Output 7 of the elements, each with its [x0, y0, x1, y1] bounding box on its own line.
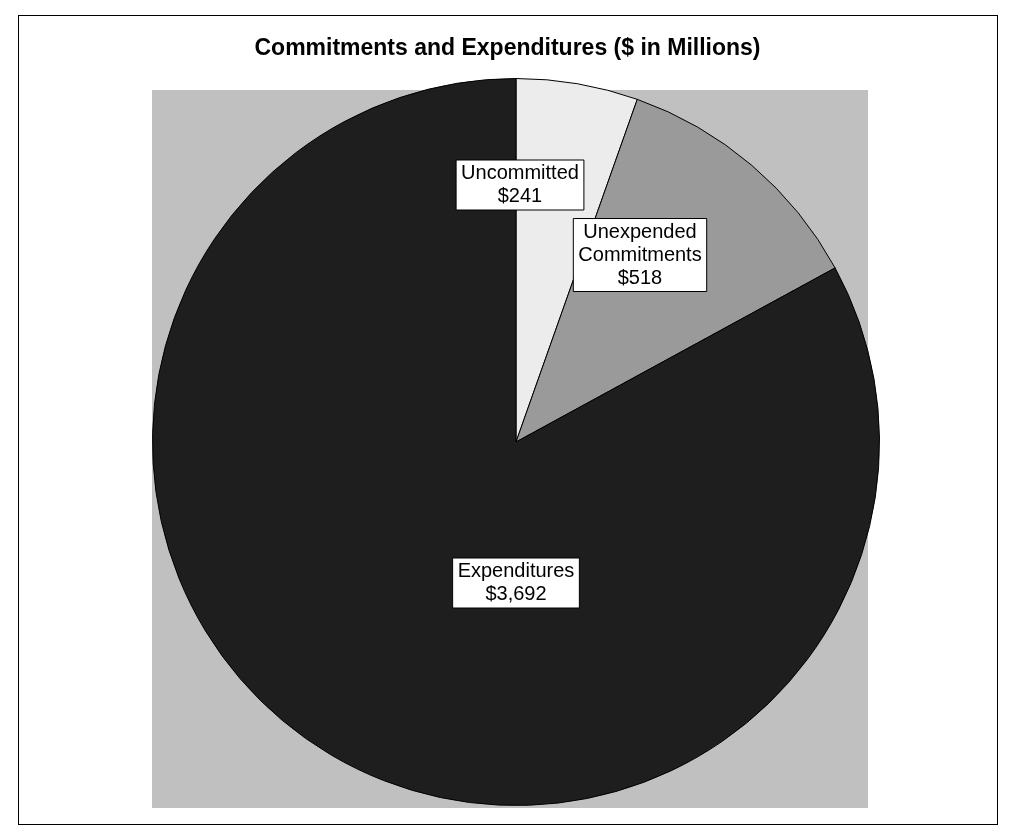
- data-label: $3,692: [485, 582, 547, 605]
- slice-label: Unexpended Commitments: [578, 219, 702, 265]
- data-label: $518: [617, 265, 663, 288]
- chart-title: Commitments and Expenditures ($ in Millions): [253, 34, 762, 61]
- slice-label: Uncommitted: [461, 161, 579, 184]
- data-label: $241: [497, 184, 543, 207]
- slice-label: Expenditures: [457, 559, 575, 582]
